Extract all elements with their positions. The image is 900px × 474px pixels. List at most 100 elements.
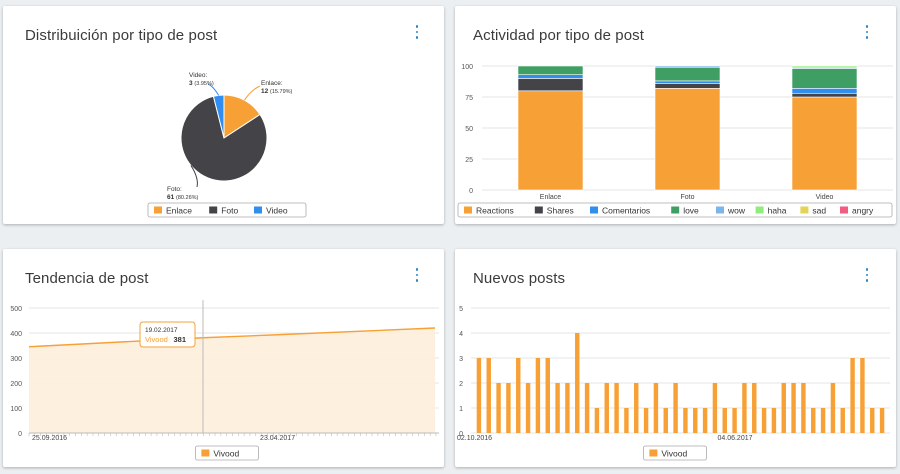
bar — [820, 408, 826, 433]
bar — [634, 383, 639, 433]
bar — [535, 358, 541, 433]
legend-item[interactable]: haha — [768, 206, 787, 216]
pie-chart: Video:3 (3.95%) Enlace:12 (15.79%) Foto:61… — [147, 72, 307, 218]
y-tick-label: 25 — [465, 157, 473, 164]
bar — [840, 408, 845, 433]
bar — [761, 408, 767, 433]
tooltip — [139, 321, 196, 348]
bar — [614, 383, 619, 433]
bar — [643, 408, 649, 433]
card-title: Distribuición por tipo de post — [25, 27, 218, 44]
x-tick-label: 02.10.2016 — [457, 435, 492, 442]
bar — [565, 383, 570, 433]
legend-swatch — [840, 206, 848, 214]
bar-segment — [517, 90, 584, 191]
data-label: Video: — [189, 72, 208, 79]
legend-box — [642, 445, 707, 461]
x-tick-label: Foto — [680, 194, 694, 201]
card-post-distribution: Distribuición por tipo de post Video: 3 (… — [3, 6, 444, 224]
y-tick-label: 50 — [465, 126, 473, 133]
bar — [879, 408, 885, 433]
bar — [594, 408, 600, 433]
bar — [860, 358, 865, 433]
legend-item[interactable]: Video — [266, 206, 288, 216]
legend-item[interactable]: angry — [852, 206, 874, 216]
bar — [476, 358, 482, 433]
bar — [506, 383, 511, 433]
x-tick-label: Video — [816, 194, 834, 201]
legend-item[interactable]: Vivood — [661, 449, 687, 459]
tooltip-series: Vivood — [145, 335, 168, 344]
card-title: Nuevos posts — [473, 270, 566, 287]
bar — [496, 383, 501, 433]
connector-line — [207, 83, 220, 96]
y-tick-label: 4 — [459, 331, 463, 338]
y-tick-label: 0 — [18, 431, 22, 438]
bar-segment — [517, 74, 584, 79]
bar-segment — [791, 65, 858, 68]
area-chart: 0 100 200 300 400 500 25.09.2016 23.04.2017 19.0… — [10, 300, 439, 461]
bar — [624, 408, 629, 433]
legend-item[interactable]: Enlace — [166, 206, 192, 216]
bar-segment — [654, 88, 721, 191]
pie-slice — [180, 95, 268, 182]
legend-item[interactable]: Foto — [221, 206, 238, 216]
connector-line — [190, 165, 198, 188]
tooltip-date: 19.02.2017 — [145, 327, 178, 334]
legend-swatch — [671, 206, 680, 214]
bar — [663, 408, 668, 433]
x-tick-label: 23.04.2017 — [260, 435, 295, 442]
bar — [516, 358, 521, 433]
legend-swatch — [154, 206, 162, 214]
stacked-bar-chart: 0 25 50 75 100 Enlace Foto Video Reactions Shares… — [457, 64, 893, 218]
bar — [811, 408, 816, 433]
card-title: Tendencia de post — [25, 270, 149, 287]
legend-swatch — [800, 206, 809, 214]
legend-item[interactable]: Vivood — [213, 449, 239, 459]
legend-item[interactable]: love — [683, 206, 699, 216]
legend-swatch — [254, 206, 262, 214]
bar — [732, 408, 737, 433]
bar-segment — [517, 78, 584, 92]
legend-swatch — [201, 449, 210, 457]
bar — [673, 383, 678, 433]
x-tick-label: 04.06.2017 — [717, 435, 752, 442]
card-post-trend: Tendencia de post 0 100 200 300 400 500 25.09.… — [3, 249, 444, 467]
bar — [712, 383, 718, 433]
legend-item[interactable]: Shares — [547, 206, 574, 216]
bar-segment — [791, 96, 858, 191]
legend-swatch — [716, 206, 724, 214]
bar — [830, 383, 836, 433]
y-tick-label: 5 — [459, 306, 463, 313]
column-chart: 0 1 2 3 4 5 02.10.2016 04.06.2017 Vivood — [457, 306, 890, 461]
data-label: Foto: — [167, 186, 182, 193]
bar-segment — [517, 65, 584, 75]
bar-segment — [791, 92, 858, 98]
data-label: 3 (3.95%) — [189, 80, 214, 87]
legend-item[interactable]: sad — [812, 206, 826, 216]
more-options-icon[interactable] — [862, 267, 872, 283]
legend-swatch — [464, 206, 472, 214]
area-fill — [29, 328, 435, 433]
more-options-icon[interactable] — [412, 267, 422, 283]
connector-line — [244, 85, 261, 101]
bar — [742, 383, 747, 433]
data-label: 61 (80.26%) — [167, 194, 199, 201]
data-label: Enlace: — [261, 80, 283, 87]
more-options-icon[interactable] — [412, 24, 422, 40]
x-tick-label: 25.09.2016 — [32, 435, 67, 442]
legend-item[interactable]: wow — [727, 206, 746, 216]
card-title: Actividad por tipo de post — [473, 27, 645, 44]
legend-swatch — [649, 449, 658, 457]
bar-segment — [791, 68, 858, 89]
legend-item[interactable]: Comentarios — [602, 206, 650, 216]
bar — [771, 408, 777, 433]
bar — [486, 358, 491, 433]
more-options-icon[interactable] — [862, 24, 872, 40]
y-tick-label: 200 — [10, 381, 22, 388]
x-tick-label: Enlace — [540, 194, 562, 201]
y-tick-label: 0 — [469, 188, 473, 195]
bar — [545, 358, 550, 433]
legend-item[interactable]: Reactions — [476, 206, 514, 216]
bar — [693, 408, 698, 433]
